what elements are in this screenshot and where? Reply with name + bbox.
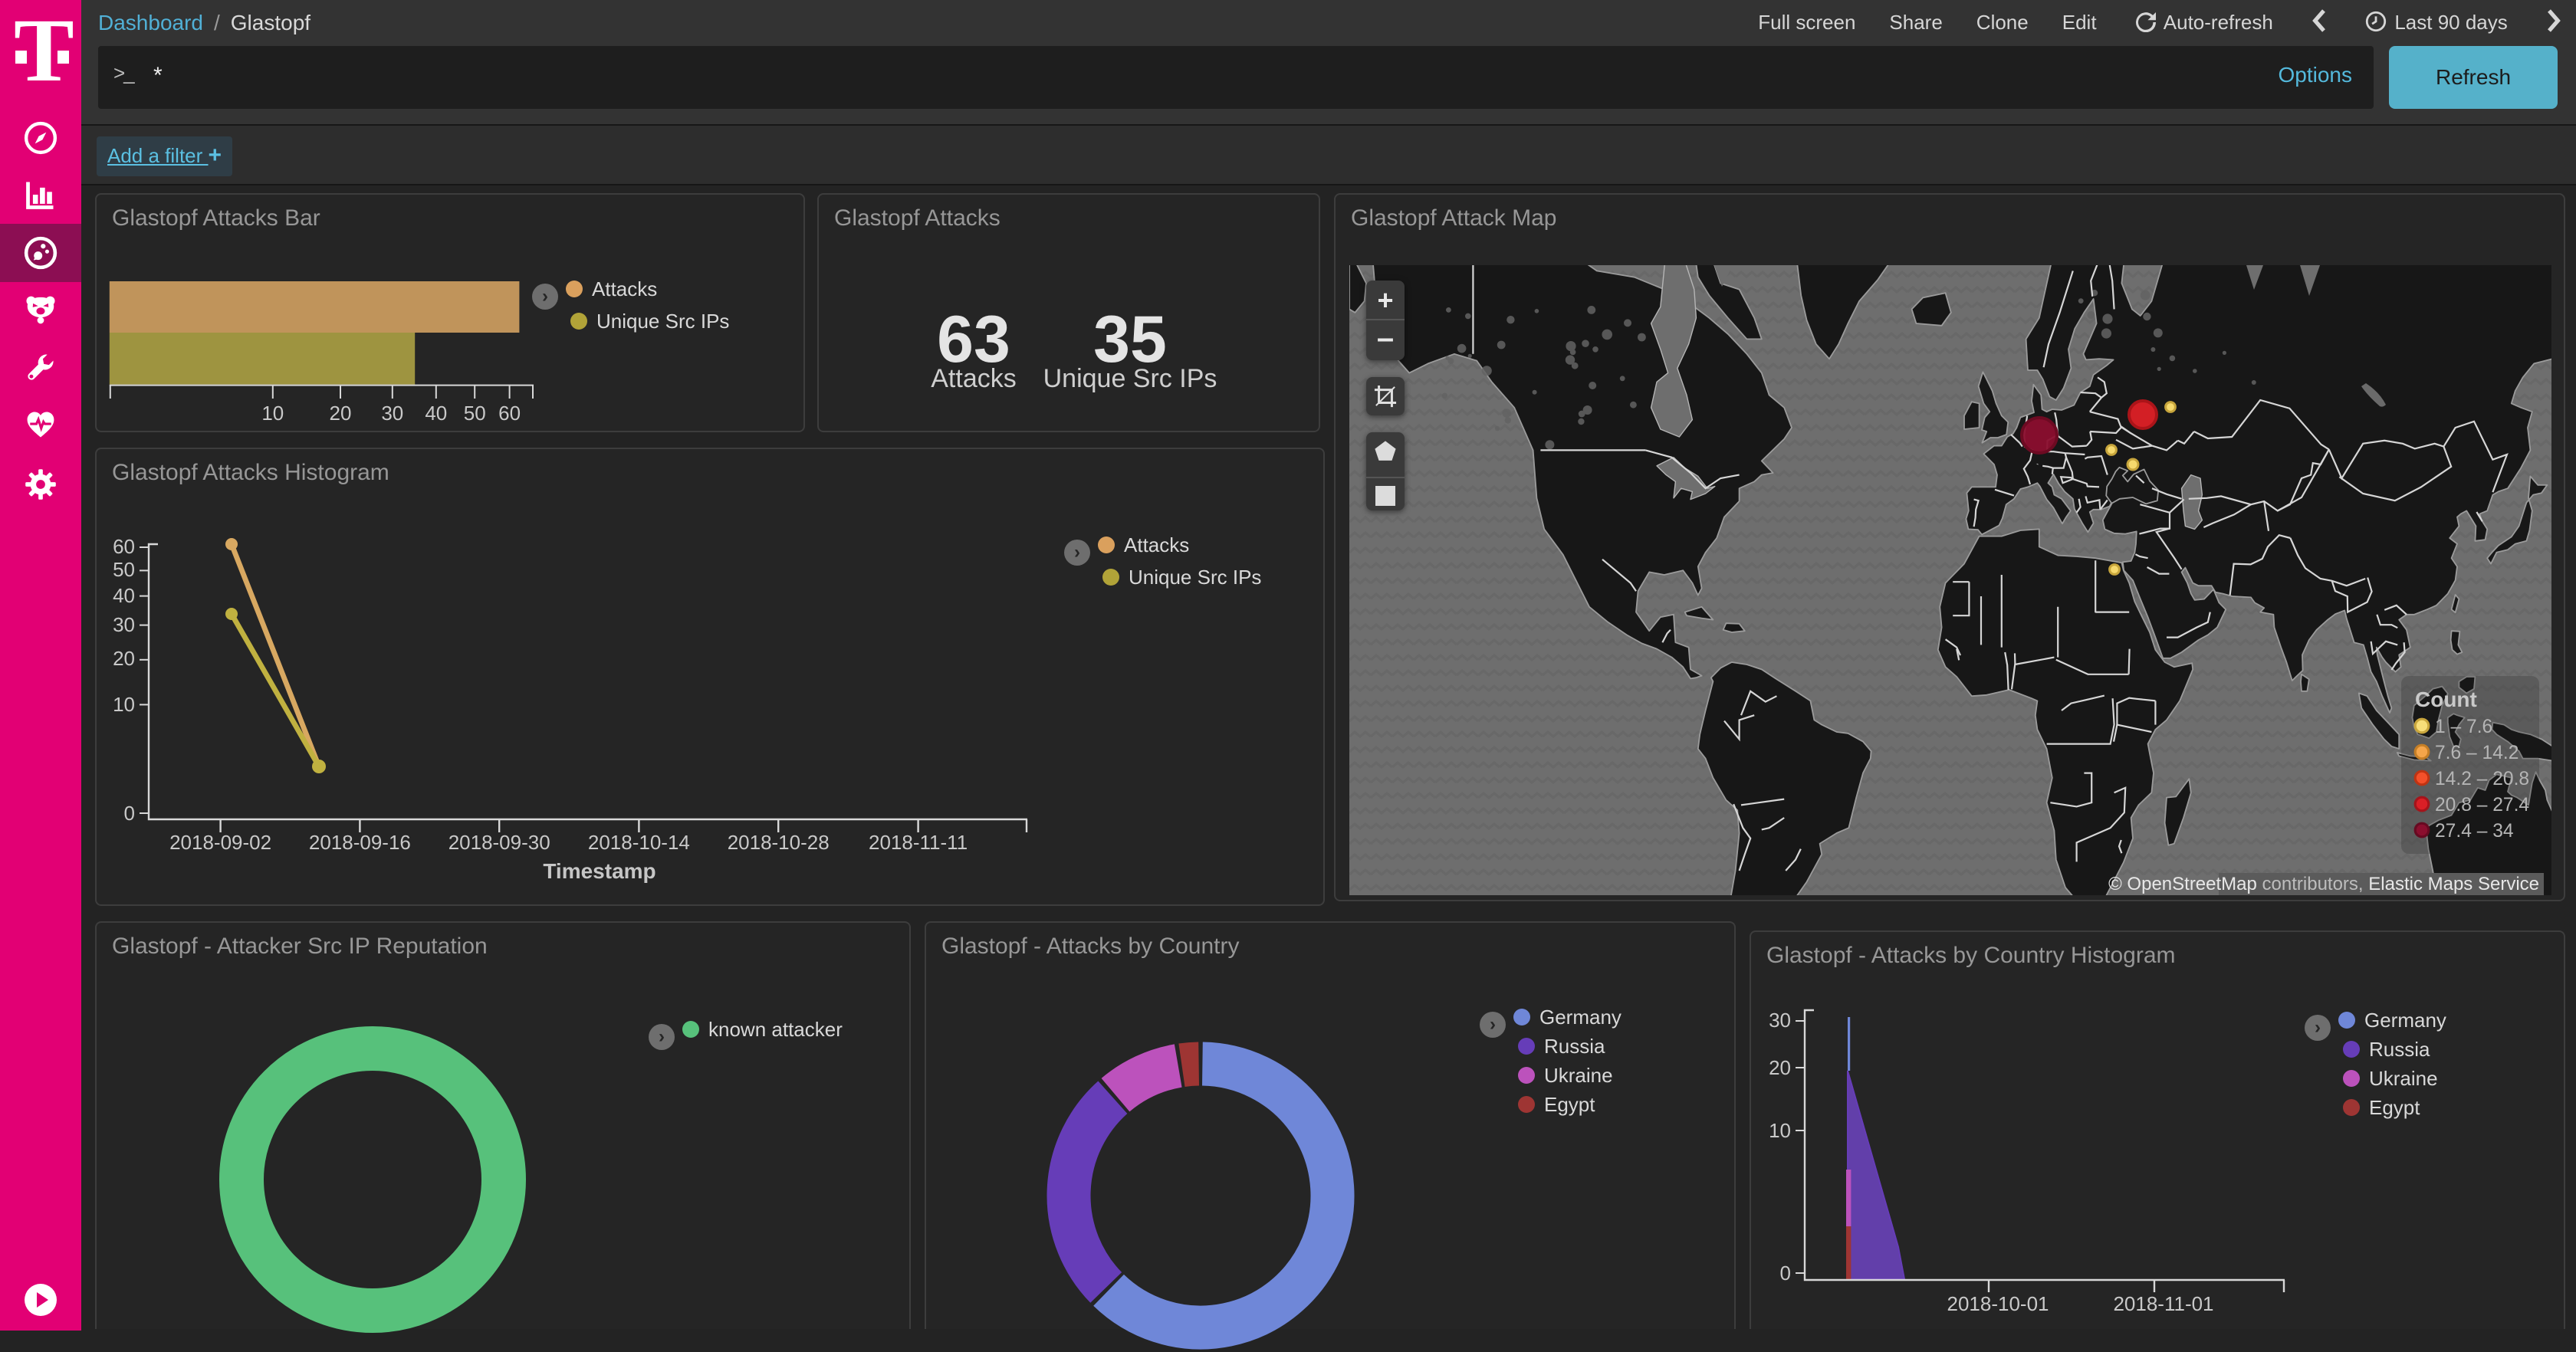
svg-text:60: 60 — [113, 535, 135, 558]
svg-text:2018-10-14: 2018-10-14 — [588, 831, 690, 854]
svg-text:2018-11-11: 2018-11-11 — [869, 831, 968, 854]
svg-text:1 – 7.6: 1 – 7.6 — [2435, 717, 2492, 737]
svg-text:30: 30 — [381, 402, 403, 425]
svg-text:27.4 – 34: 27.4 – 34 — [2435, 821, 2514, 842]
svg-text:10: 10 — [261, 402, 284, 425]
svg-text:2018-09-16: 2018-09-16 — [309, 831, 411, 854]
svg-text:60: 60 — [498, 402, 521, 425]
svg-text:7.6 – 14.2: 7.6 – 14.2 — [2435, 743, 2518, 763]
svg-text:40: 40 — [113, 584, 135, 607]
svg-text:10: 10 — [1769, 1119, 1791, 1142]
svg-text:© OpenStreetMap contributors,: © OpenStreetMap contributors, Elastic Ma… — [2108, 874, 2539, 894]
svg-text:2018-09-02: 2018-09-02 — [169, 831, 271, 854]
svg-text:50: 50 — [464, 402, 486, 425]
svg-text:2018-09-30: 2018-09-30 — [449, 831, 550, 854]
svg-text:30: 30 — [1769, 1009, 1791, 1032]
svg-text:20: 20 — [1769, 1056, 1791, 1079]
svg-text:50: 50 — [113, 558, 135, 581]
svg-text:10: 10 — [113, 693, 135, 716]
svg-text:20: 20 — [113, 647, 135, 670]
svg-text:2018-10-28: 2018-10-28 — [728, 831, 830, 854]
svg-text:0: 0 — [124, 802, 135, 825]
svg-text:2018-10-01: 2018-10-01 — [1947, 1292, 2049, 1315]
svg-text:20.8 – 27.4: 20.8 – 27.4 — [2435, 795, 2529, 815]
svg-text:14.2 – 20.8: 14.2 – 20.8 — [2435, 769, 2529, 789]
svg-text:0: 0 — [1780, 1262, 1791, 1285]
svg-text:Timestamp: Timestamp — [543, 859, 656, 883]
svg-text:Count: Count — [2415, 687, 2477, 711]
svg-text:20: 20 — [330, 402, 352, 425]
svg-text:30: 30 — [113, 613, 135, 636]
svg-text:2018-11-01: 2018-11-01 — [2113, 1292, 2213, 1315]
svg-text:40: 40 — [425, 402, 447, 425]
